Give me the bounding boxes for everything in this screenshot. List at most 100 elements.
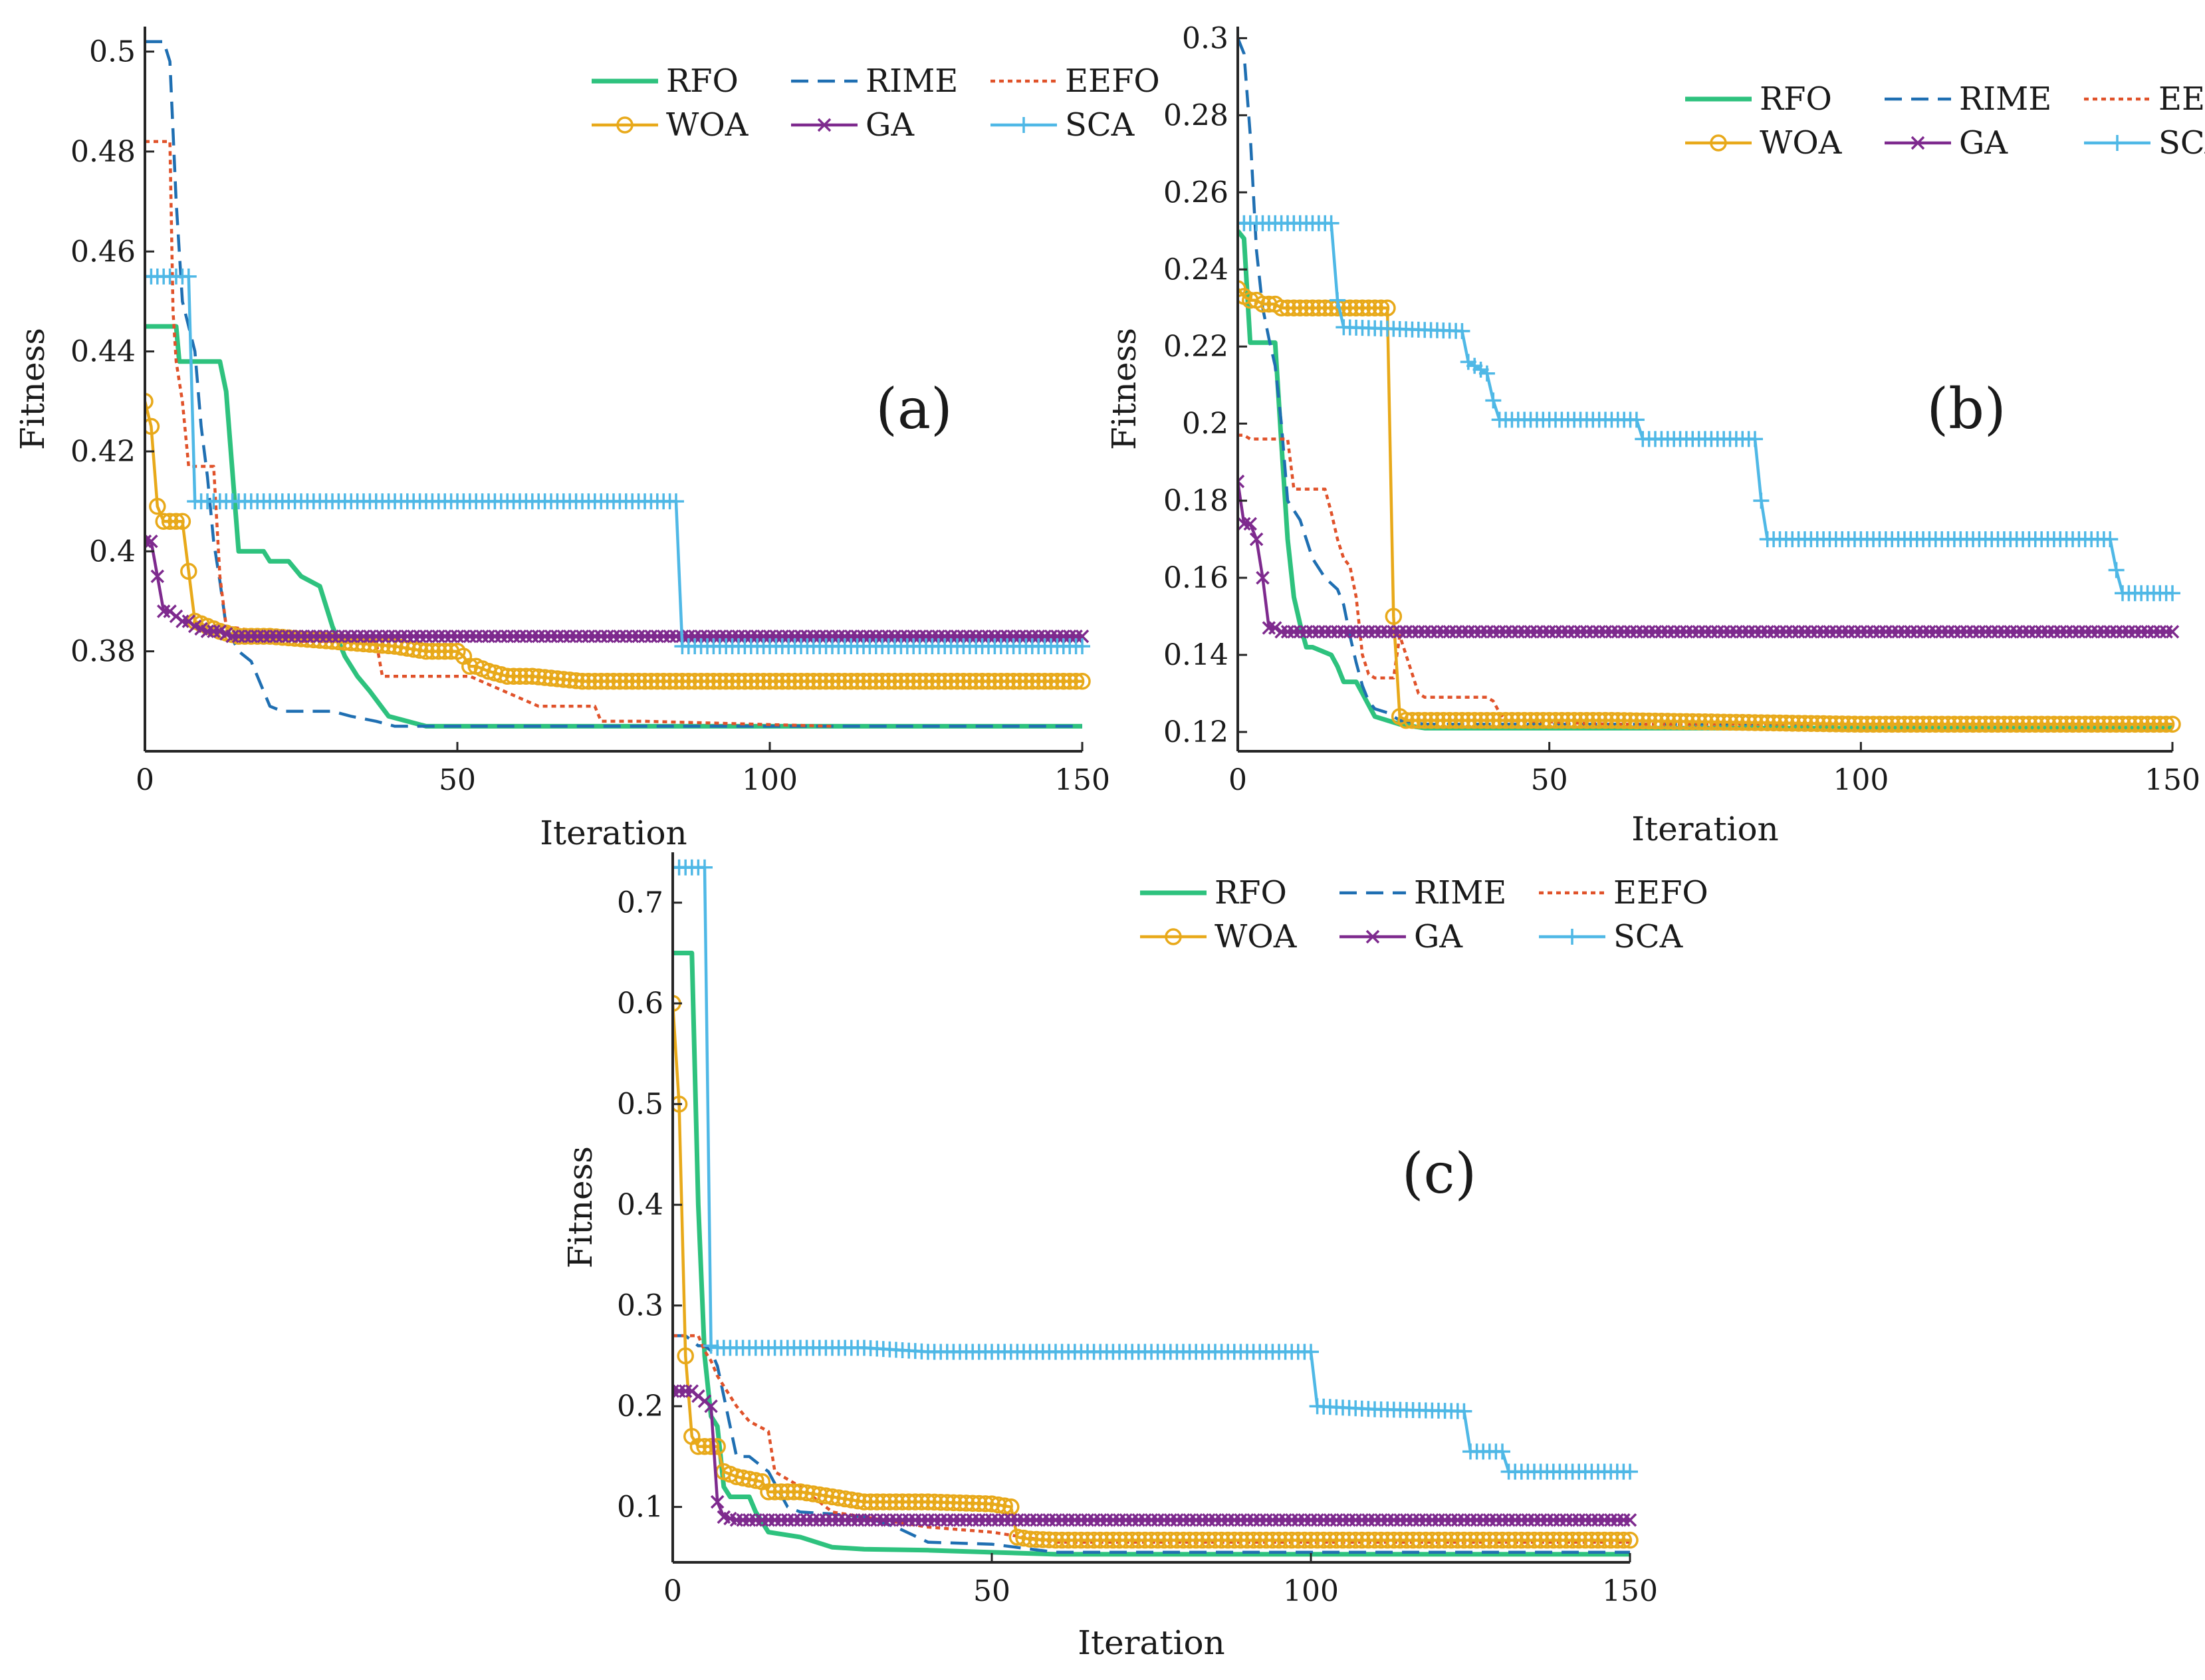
panel-b-point-ga [1586,625,1600,639]
panel-a-point-woa [798,673,816,690]
panel-c-point-woa [932,1493,949,1511]
panel-a-point-ga [1056,629,1071,644]
panel-a-point-ga [875,629,889,644]
panel-c-point-woa [1372,1531,1390,1549]
panel-b-point-woa [1784,715,1801,732]
panel-a-point-ga [600,629,614,644]
panel-a-point-woa [580,673,598,690]
panel-b-point-ga [1238,474,1245,489]
panel-a-point-woa [505,667,522,685]
panel-c-point-woa [1519,1531,1537,1549]
panel-b-point-ga [1617,625,1631,639]
panel-b-point-ga [1399,625,1413,639]
panel-a-y-label: Fitness [13,328,52,450]
panel-b-point-sca [2102,531,2119,548]
panel-b-point-woa [1341,299,1359,316]
panel-b-point-ga [1542,625,1556,639]
panel-a-point-ga [238,629,252,644]
panel-c: (c) 0 50 100 150 0.1 0.2 0.3 0.4 0.5 0.6 0.7 Iterat… [561,852,1708,1662]
panel-b-point-ga [1330,625,1345,639]
panel-c-point-woa [925,1493,943,1511]
panel-c-line-sca [673,866,1630,1473]
panel-c-point-woa [1175,1531,1192,1549]
panel-b-point-ga [1393,625,1407,639]
panel-a-point-ga [400,629,415,644]
panel-c-point-woa [1443,1531,1460,1549]
panel-a-point-ga [388,629,402,644]
legend-item-sca: SCA [2084,124,2205,162]
panel-b-point-woa [1560,711,1577,729]
panel-c-point-woa [792,1483,809,1500]
panel-c-point-woa [1570,1531,1587,1549]
panel-c-x-tick-label: 50 [973,1574,1010,1608]
panel-b-point-woa [1702,713,1720,731]
panel-b-point-woa [1435,711,1452,729]
panel-b-point-ga [1686,625,1700,639]
panel-b-point-ga [1673,625,1687,639]
panel-b-point-woa [1385,608,1403,625]
panel-c-point-woa [1449,1531,1466,1549]
panel-a-point-woa [155,513,172,530]
panel-c-point-woa [1264,1531,1282,1549]
panel-b-point-ga [1897,625,1912,639]
panel-a-point-woa [1048,673,1066,690]
panel-a-point-ga [288,629,302,644]
panel-b-point-woa [1453,711,1471,729]
panel-c-point-woa [1047,1531,1064,1549]
panel-c-point-woa [1526,1531,1543,1549]
panel-a-point-woa [680,673,697,690]
panel-a-point-woa [717,673,735,690]
panel-b-point-woa [2127,715,2144,733]
panel-a-point-ga [687,629,702,644]
panel-a-point-woa [749,673,766,690]
panel-b-point-ga [1847,625,1862,639]
panel-a-point-ga [207,624,221,638]
panel-a-x-label: Iteration [540,814,687,852]
panel-a-point-ga [531,629,546,644]
panel-b-point-woa [1279,299,1296,316]
panel-c-point-woa [734,1469,752,1487]
panel-c-point-woa [843,1491,860,1508]
panel-a-point-woa [736,673,754,690]
legend-item-rime: RIME [1885,80,2051,118]
panel-c-series-eefo [673,1334,1630,1544]
panel-b-point-woa [1460,711,1477,729]
panel-b-point-ga [1561,625,1575,639]
panel-a-point-ga [231,629,246,644]
panel-a-point-ga [319,629,333,644]
panel-b-point-woa [1871,715,1889,733]
panel-c-point-woa [1322,1531,1339,1549]
panel-a-point-ga [300,629,314,644]
panel-a-point-ga [900,629,915,644]
panel-b-point-woa [1802,715,1820,733]
panel-a-series-ga [145,535,1090,644]
panel-a-point-woa [686,673,703,690]
panel-b-point-ga [1467,625,1482,639]
panel-b-line-woa [1238,287,2172,726]
panel-a-point-ga [713,629,727,644]
panel-b-point-woa [1615,712,1633,729]
panel-a-point-ga [525,629,540,644]
legend-label-rime: RIME [866,62,958,100]
panel-b-point-woa [1647,712,1664,730]
panel-a-point-ga [594,629,608,644]
legend-item-woa: WOA [1685,124,1843,162]
legend-label-rime: RIME [1959,80,2051,118]
panel-a-point-woa [955,673,973,690]
panel-c-point-woa [1244,1531,1262,1549]
panel-a-point-woa [417,642,435,660]
panel-b-point-ga [1854,625,1868,639]
panel-c-point-woa [1168,1531,1186,1549]
panel-c-point-woa [849,1492,867,1510]
panel-a-y-tick-label: 0.38 [70,635,136,669]
panel-a-point-woa [673,673,691,690]
legend-marker-ga [1911,136,1925,150]
panel-c-point-woa [798,1484,816,1502]
panel-b-point-woa [1634,712,1652,730]
panel-c-line-rfo [673,951,1630,1557]
panel-c-point-woa [1194,1531,1211,1549]
legend-item-rfo: RFO [1140,874,1287,911]
panel-a-point-ga [669,629,683,644]
panel-c-point-woa [1085,1531,1103,1549]
panel-b-point-woa [1659,713,1677,730]
